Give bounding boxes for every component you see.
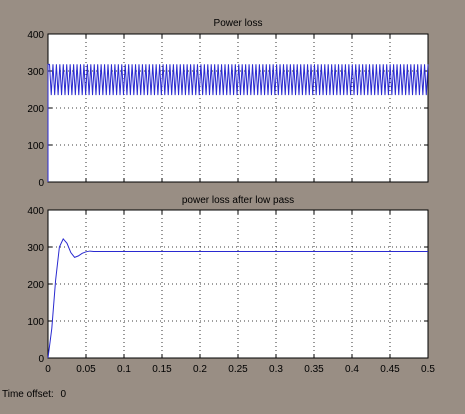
x-tick-label: 0.2 — [193, 364, 207, 375]
time-offset-readout: Time offset: 0 — [2, 389, 66, 400]
y-tick-label: 400 — [27, 206, 44, 217]
y-tick-label: 300 — [27, 243, 44, 254]
series-line — [47, 237, 428, 359]
y-tick-label: 200 — [27, 104, 44, 115]
power-loss-after-low-pass-panel: power loss after low pass 0 100 200 300 400 0 0… — [27, 195, 435, 375]
y-tick-label: 100 — [27, 317, 44, 328]
y-tick-label: 200 — [27, 280, 44, 291]
panel-title: Power loss — [214, 18, 263, 29]
x-tick-label: 0.15 — [152, 364, 172, 375]
power-loss-panel: Power loss 0 100 200 300 400 — [27, 18, 429, 189]
x-tick-label: 0.3 — [269, 364, 283, 375]
panel-title: power loss after low pass — [182, 195, 294, 206]
y-tick-label: 0 — [38, 178, 44, 189]
y-tick-label: 300 — [27, 67, 44, 78]
x-tick-label: 0.1 — [117, 364, 131, 375]
y-tick-label: 100 — [27, 141, 44, 152]
x-tick-label: 0.35 — [304, 364, 324, 375]
series-line — [47, 63, 429, 182]
x-tick-label: 0.25 — [228, 364, 248, 375]
y-tick-label: 0 — [38, 354, 44, 365]
x-tick-label: 0.4 — [345, 364, 359, 375]
x-tick-label: 0.45 — [380, 364, 400, 375]
time-offset-value: 0 — [60, 389, 67, 400]
time-offset-label: Time offset: — [2, 389, 54, 400]
x-tick-label: 0 — [45, 364, 51, 375]
x-tick-label: 0.5 — [421, 364, 435, 375]
x-tick-label: 0.05 — [76, 364, 96, 375]
y-tick-label: 400 — [27, 30, 44, 41]
